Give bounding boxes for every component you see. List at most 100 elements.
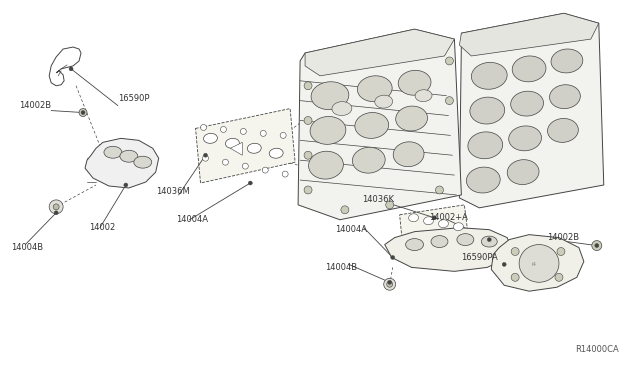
Circle shape bbox=[54, 211, 58, 215]
Circle shape bbox=[69, 67, 73, 71]
Ellipse shape bbox=[548, 118, 579, 142]
Text: 14036K: 14036K bbox=[362, 195, 394, 204]
Ellipse shape bbox=[308, 151, 344, 179]
Text: 14004A: 14004A bbox=[175, 215, 207, 224]
Polygon shape bbox=[298, 29, 461, 220]
Ellipse shape bbox=[225, 138, 239, 148]
Ellipse shape bbox=[310, 116, 346, 144]
Text: 14002B: 14002B bbox=[547, 233, 579, 242]
Ellipse shape bbox=[355, 112, 388, 138]
Circle shape bbox=[243, 163, 248, 169]
Circle shape bbox=[387, 281, 393, 287]
Circle shape bbox=[511, 247, 519, 256]
Ellipse shape bbox=[204, 134, 218, 143]
Polygon shape bbox=[230, 142, 243, 155]
Polygon shape bbox=[385, 228, 511, 271]
Circle shape bbox=[595, 244, 599, 247]
Ellipse shape bbox=[472, 62, 507, 89]
Circle shape bbox=[262, 167, 268, 173]
Ellipse shape bbox=[269, 148, 283, 158]
Text: 14002+A: 14002+A bbox=[429, 213, 468, 222]
Ellipse shape bbox=[396, 106, 428, 131]
Text: 16590P: 16590P bbox=[118, 94, 149, 103]
Polygon shape bbox=[460, 13, 604, 208]
Ellipse shape bbox=[457, 234, 474, 246]
Polygon shape bbox=[305, 29, 454, 76]
Circle shape bbox=[304, 151, 312, 159]
Ellipse shape bbox=[424, 217, 433, 225]
Circle shape bbox=[81, 110, 85, 115]
Circle shape bbox=[557, 247, 565, 256]
Circle shape bbox=[204, 153, 207, 157]
Circle shape bbox=[124, 183, 128, 187]
Ellipse shape bbox=[512, 56, 546, 82]
Circle shape bbox=[49, 200, 63, 214]
Ellipse shape bbox=[519, 244, 559, 282]
Circle shape bbox=[445, 57, 453, 65]
Ellipse shape bbox=[357, 76, 392, 102]
Ellipse shape bbox=[353, 147, 385, 173]
Circle shape bbox=[248, 181, 252, 185]
Ellipse shape bbox=[509, 126, 541, 151]
Polygon shape bbox=[399, 205, 469, 256]
Circle shape bbox=[487, 238, 492, 241]
Ellipse shape bbox=[550, 85, 580, 109]
Circle shape bbox=[260, 131, 266, 137]
Circle shape bbox=[223, 159, 228, 165]
Circle shape bbox=[386, 201, 394, 209]
Circle shape bbox=[241, 128, 246, 134]
Circle shape bbox=[390, 256, 395, 259]
Circle shape bbox=[502, 262, 506, 266]
Ellipse shape bbox=[467, 167, 500, 193]
Ellipse shape bbox=[470, 97, 505, 124]
Ellipse shape bbox=[415, 90, 432, 102]
Circle shape bbox=[200, 125, 207, 131]
Circle shape bbox=[388, 280, 392, 284]
Ellipse shape bbox=[511, 91, 543, 116]
Ellipse shape bbox=[406, 238, 424, 250]
Circle shape bbox=[384, 278, 396, 290]
Text: 14004A: 14004A bbox=[335, 225, 367, 234]
Ellipse shape bbox=[332, 102, 352, 116]
Ellipse shape bbox=[375, 95, 393, 108]
Circle shape bbox=[304, 116, 312, 125]
Ellipse shape bbox=[431, 235, 448, 247]
Ellipse shape bbox=[398, 70, 431, 95]
Ellipse shape bbox=[481, 236, 497, 247]
Ellipse shape bbox=[453, 223, 463, 231]
Circle shape bbox=[202, 155, 209, 161]
Ellipse shape bbox=[438, 220, 449, 228]
Ellipse shape bbox=[120, 150, 138, 162]
Text: 14002: 14002 bbox=[89, 223, 115, 232]
Text: i4: i4 bbox=[532, 262, 536, 267]
Polygon shape bbox=[492, 235, 584, 291]
Circle shape bbox=[304, 82, 312, 90]
Circle shape bbox=[433, 216, 436, 220]
Text: 14004B: 14004B bbox=[12, 243, 44, 252]
Ellipse shape bbox=[551, 49, 583, 73]
Circle shape bbox=[592, 241, 602, 250]
Polygon shape bbox=[196, 109, 295, 183]
Text: 14002B: 14002B bbox=[19, 101, 51, 110]
Ellipse shape bbox=[468, 132, 502, 159]
Circle shape bbox=[220, 126, 227, 132]
Circle shape bbox=[445, 97, 453, 105]
Text: 14036M: 14036M bbox=[156, 187, 189, 196]
Circle shape bbox=[435, 186, 444, 194]
Circle shape bbox=[282, 171, 288, 177]
Polygon shape bbox=[460, 13, 599, 56]
Text: 16590PA: 16590PA bbox=[461, 253, 498, 262]
Text: 14004B: 14004B bbox=[325, 263, 357, 272]
Circle shape bbox=[511, 273, 519, 281]
Ellipse shape bbox=[247, 143, 261, 153]
Circle shape bbox=[53, 204, 59, 210]
Ellipse shape bbox=[134, 156, 152, 168]
Ellipse shape bbox=[311, 82, 349, 110]
Circle shape bbox=[555, 273, 563, 281]
Circle shape bbox=[341, 206, 349, 214]
Circle shape bbox=[280, 132, 286, 138]
Text: R14000CA: R14000CA bbox=[575, 345, 619, 354]
Ellipse shape bbox=[393, 142, 424, 167]
Ellipse shape bbox=[104, 146, 122, 158]
Ellipse shape bbox=[508, 160, 539, 185]
